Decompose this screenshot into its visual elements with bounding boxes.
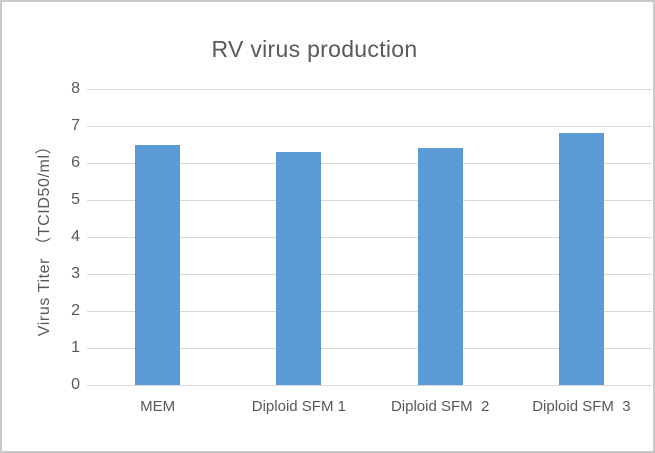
bar-diploid-sfm-2	[417, 148, 463, 385]
gridline-y-0	[87, 384, 652, 386]
y-tick-label-6: 6	[71, 154, 80, 171]
y-tick-label-4: 4	[71, 228, 80, 245]
y-tick-label-7: 7	[71, 117, 80, 134]
y-tick-label-8: 8	[71, 80, 80, 97]
chart-title: RV virus production	[211, 36, 418, 62]
x-tick-label-diploid-sfm-2: Diploid SFM 2	[390, 398, 490, 415]
gridline-y-7	[87, 125, 652, 127]
y-tick-label-0: 0	[71, 376, 80, 393]
gridline-y-2	[87, 310, 652, 312]
y-tick-label-1: 1	[71, 339, 80, 356]
gridline-y-8	[87, 88, 652, 90]
x-tick-label-diploid-sfm-3: Diploid SFM 3	[532, 398, 631, 415]
bar-mem	[135, 144, 181, 385]
gridline-y-4	[87, 236, 652, 238]
bar-diploid-sfm-1	[276, 151, 322, 385]
x-tick-label-diploid-sfm-1: Diploid SFM 1	[251, 398, 346, 415]
x-tick-label-mem: MEM	[140, 398, 176, 415]
gridline-y-6	[87, 162, 652, 164]
gridline-y-3	[87, 273, 652, 275]
plot-area	[87, 88, 652, 386]
gridline-y-1	[87, 347, 652, 349]
gridline-y-5	[87, 199, 652, 201]
y-tick-label-2: 2	[71, 302, 80, 319]
y-tick-label-5: 5	[71, 191, 80, 208]
bar-diploid-sfm-3	[558, 133, 604, 385]
y-tick-label-3: 3	[71, 265, 80, 282]
